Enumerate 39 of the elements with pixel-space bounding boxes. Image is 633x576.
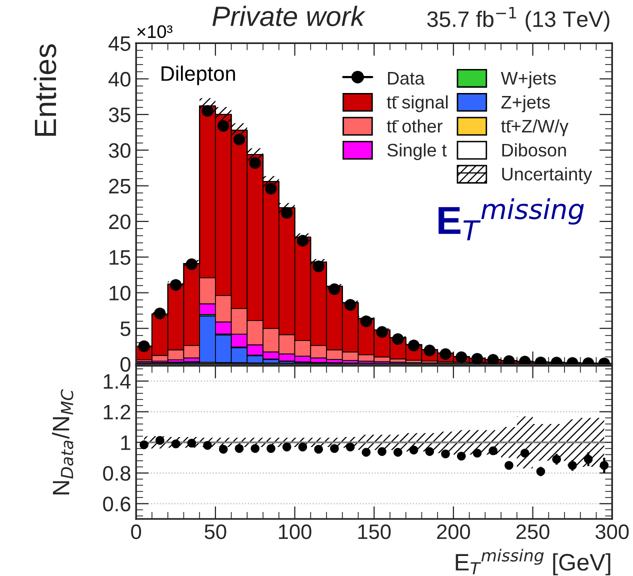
- y-tick-label: 0.8: [103, 466, 130, 481]
- y-tick-label: 35: [108, 107, 130, 122]
- x-tick-label: 0: [131, 524, 142, 540]
- legend-label: Uncertainty: [502, 167, 592, 184]
- y-tick-label: 0: [120, 357, 130, 372]
- x-axis-title: E$_{T}$$^{missing}$ [GeV]: [456, 548, 610, 576]
- x-tick-label: 300: [596, 524, 629, 540]
- legend-label: tt̄ signal: [386, 95, 448, 112]
- y-tick-label: 15: [110, 250, 130, 265]
- legend-label: tt̄+Z/W/γ: [501, 119, 568, 136]
- annotation: Dilepton: [162, 66, 235, 86]
- legend-label: Single t: [387, 143, 447, 160]
- legend-label: Z+jets: [501, 95, 550, 112]
- y-tick-label: 40: [108, 72, 130, 87]
- text: ×10³: [137, 25, 172, 38]
- y-tick-label: 20: [109, 214, 130, 230]
- legend-label: Diboson: [502, 143, 566, 157]
- y-tick-label: 5: [120, 322, 130, 336]
- y-tick-label: 1.4: [104, 374, 131, 389]
- x-tick-label: 200: [437, 524, 470, 540]
- annotation: E$_{T}$$^{missing}$: [438, 198, 584, 240]
- legend-label: tt̄ other: [386, 119, 442, 133]
- y-axis-title: N$_{Data}$/N$_{MC}$: [52, 389, 74, 494]
- y-tick-label: 1: [121, 436, 130, 450]
- x-tick-label: 100: [278, 524, 312, 540]
- y-axis-title: Entries: [34, 44, 56, 136]
- y-tick-label: 0.6: [103, 496, 130, 512]
- legend-label: Data: [388, 72, 425, 85]
- y-tick-label: 10: [110, 286, 130, 300]
- x-tick-label: 150: [358, 524, 391, 540]
- y-tick-label: 25: [109, 178, 130, 194]
- x-tick-label: 250: [516, 524, 550, 540]
- chart-subtitle: 35.7 fb$^{−1}$ (13 TeV): [427, 7, 610, 32]
- x-tick-label: 50: [204, 524, 226, 540]
- y-tick-label: 45: [108, 36, 130, 51]
- y-tick-label: 30: [108, 143, 130, 158]
- legend-label: W+jets: [500, 71, 556, 88]
- chart-title: Private work: [212, 6, 366, 26]
- y-tick-label: 1.2: [104, 404, 130, 420]
